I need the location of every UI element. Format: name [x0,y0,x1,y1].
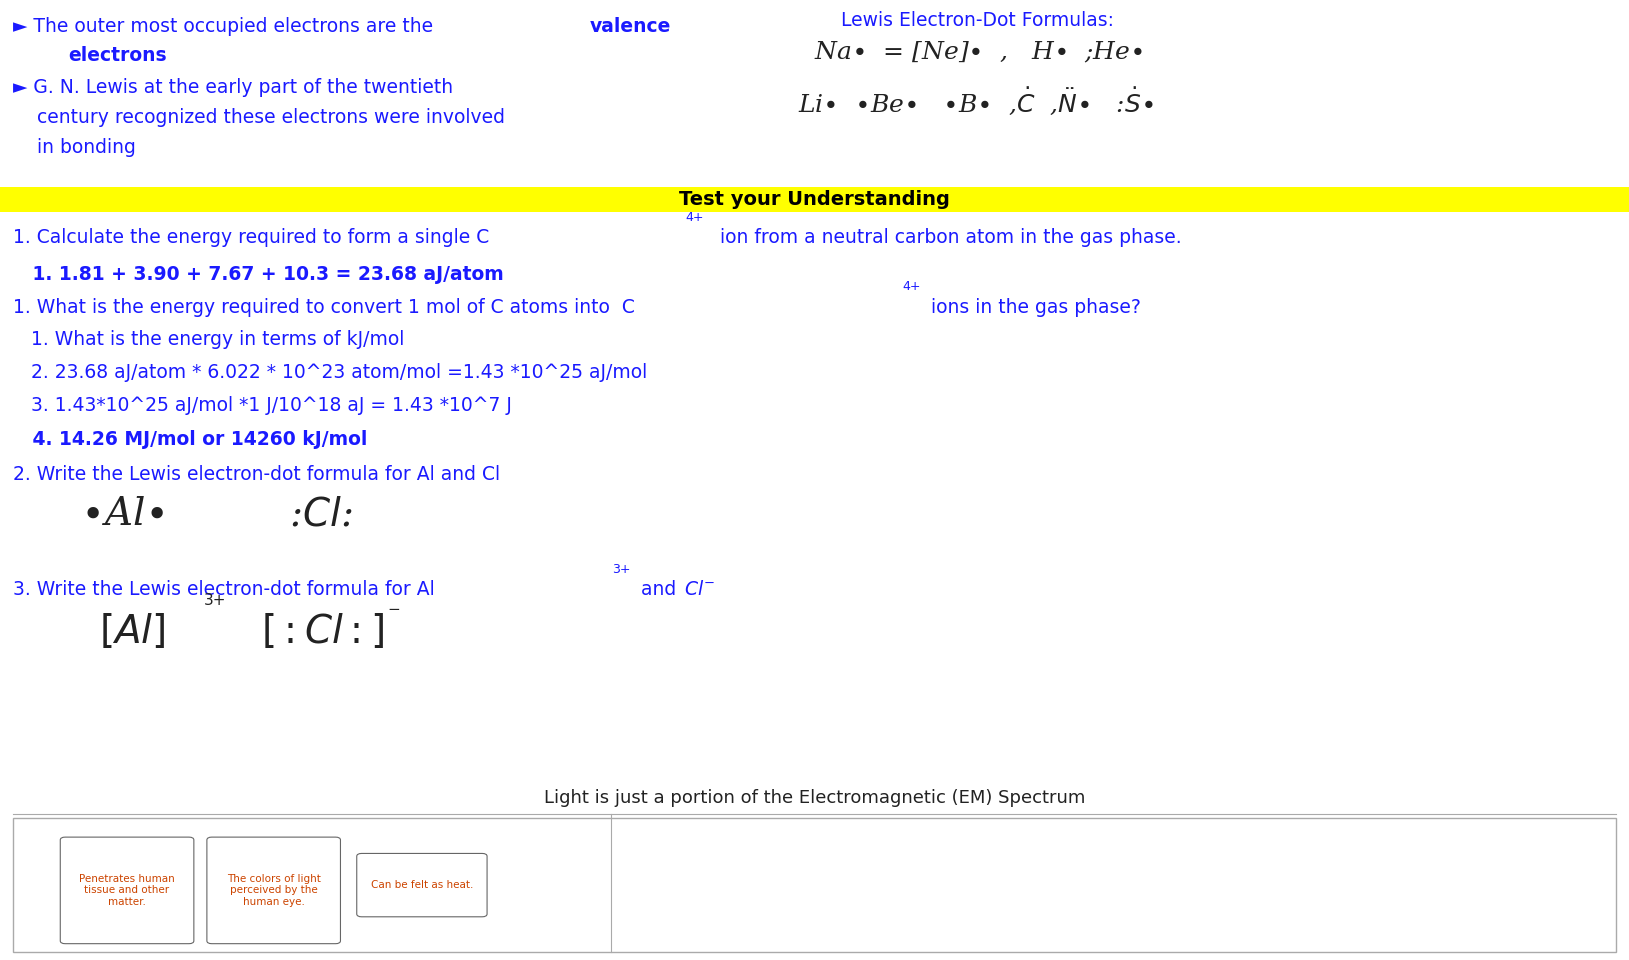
Text: in bonding: in bonding [13,138,135,157]
Text: ions in the gas phase?: ions in the gas phase? [925,298,1142,317]
Text: $\bullet$Al$\bullet$: $\bullet$Al$\bullet$ [80,496,165,534]
FancyBboxPatch shape [13,818,1616,952]
Text: 3+: 3+ [613,563,630,576]
Text: 4. 14.26 MJ/mol or 14260 kJ/mol: 4. 14.26 MJ/mol or 14260 kJ/mol [13,430,368,449]
Text: valence: valence [590,17,671,36]
Text: Lewis Electron-Dot Formulas:: Lewis Electron-Dot Formulas: [841,11,1114,30]
Text: 2. 23.68 aJ/atom * 6.022 * 10^23 atom/mol =1.43 *10^25 aJ/mol: 2. 23.68 aJ/atom * 6.022 * 10^23 atom/mo… [13,363,647,382]
Text: 3+: 3+ [204,593,226,609]
Text: and: and [635,580,683,599]
Text: Na$\bullet$  = [Ne]$\bullet$  ,   H$\bullet$  ;He$\bullet$: Na$\bullet$ = [Ne]$\bullet$ , H$\bullet$… [814,40,1144,65]
Text: Test your Understanding: Test your Understanding [679,190,950,209]
FancyBboxPatch shape [357,853,487,917]
Text: −: − [388,602,401,617]
Text: $[Al]$: $[Al]$ [99,612,166,652]
Text: 1. Calculate the energy required to form a single C: 1. Calculate the energy required to form… [13,228,489,248]
Text: Light is just a portion of the Electromagnetic (EM) Spectrum: Light is just a portion of the Electroma… [544,789,1085,807]
Text: 1. What is the energy in terms of kJ/mol: 1. What is the energy in terms of kJ/mol [13,330,404,349]
Text: 3. 1.43*10^25 aJ/mol *1 J/10^18 aJ = 1.43 *10^7 J: 3. 1.43*10^25 aJ/mol *1 J/10^18 aJ = 1.4… [13,396,512,415]
Text: 4+: 4+ [686,211,704,225]
FancyBboxPatch shape [0,187,1629,212]
Text: Can be felt as heat.: Can be felt as heat. [371,880,472,890]
Text: ► G. N. Lewis at the early part of the twentieth: ► G. N. Lewis at the early part of the t… [13,78,453,97]
Text: 1. What is the energy required to convert 1 mol of C atoms into  C: 1. What is the energy required to conver… [13,298,635,317]
Text: ion from a neutral carbon atom in the gas phase.: ion from a neutral carbon atom in the ga… [714,228,1181,248]
Text: $[:Cl:]$: $[:Cl:]$ [261,612,384,652]
Text: century recognized these electrons were involved: century recognized these electrons were … [13,108,505,127]
Text: Penetrates human
tissue and other
matter.: Penetrates human tissue and other matter… [80,874,174,907]
Text: 4+: 4+ [902,280,920,294]
FancyBboxPatch shape [207,837,340,944]
Text: 1. 1.81 + 3.90 + 7.67 + 10.3 = 23.68 aJ/atom: 1. 1.81 + 3.90 + 7.67 + 10.3 = 23.68 aJ/… [13,265,503,284]
FancyBboxPatch shape [60,837,194,944]
Text: ► The outer most occupied electrons are the: ► The outer most occupied electrons are … [13,17,440,36]
Text: :$Cl$:: :$Cl$: [277,496,353,534]
Text: $Cl^{-}$: $Cl^{-}$ [684,580,715,599]
Text: The colors of light
perceived by the
human eye.: The colors of light perceived by the hum… [226,874,321,907]
Text: Li$\bullet$  $\bullet$Be$\bullet$   $\bullet$B$\bullet$  ,$\dot{C}$  ,$\ddot{N}$: Li$\bullet$ $\bullet$Be$\bullet$ $\bulle… [798,86,1153,118]
Text: 3. Write the Lewis electron-dot formula for Al: 3. Write the Lewis electron-dot formula … [13,580,435,599]
Text: 2. Write the Lewis electron-dot formula for Al and Cl: 2. Write the Lewis electron-dot formula … [13,465,500,484]
Text: electrons: electrons [68,46,168,65]
